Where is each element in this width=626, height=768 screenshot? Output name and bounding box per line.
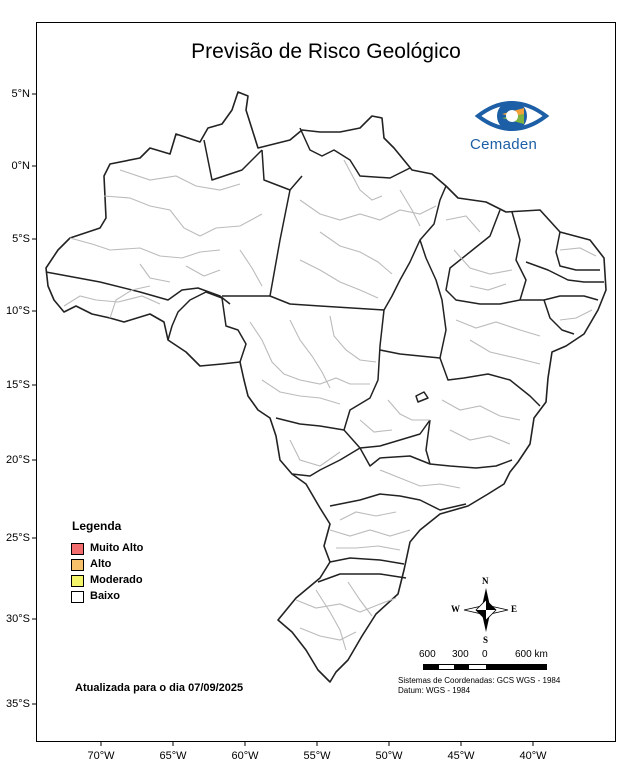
legend-label: Alto bbox=[90, 558, 112, 570]
cemaden-logo-icon bbox=[474, 101, 550, 131]
map-title: Previsão de Risco Geológico bbox=[191, 40, 461, 63]
lon-label-65w: 65°W bbox=[159, 750, 187, 762]
lon-label-60w: 60°W bbox=[231, 750, 259, 762]
coordinate-system-text: Sistemas de Coordenadas: GCS WGS - 1984 bbox=[398, 676, 561, 685]
compass-west: W bbox=[451, 604, 460, 614]
scale-label-0: 0 bbox=[482, 649, 488, 660]
lon-label-50w: 50°W bbox=[375, 750, 403, 762]
legend-label: Muito Alto bbox=[90, 542, 144, 554]
cemaden-logo-text: Cemaden bbox=[470, 136, 538, 153]
lon-label-40w: 40°W bbox=[519, 750, 547, 762]
lat-label-5n: 5°N bbox=[11, 88, 30, 100]
lat-label-20s: 20°S bbox=[6, 454, 30, 466]
lat-label-30s: 30°S bbox=[6, 613, 30, 625]
legend-label: Baixo bbox=[90, 590, 120, 602]
updated-date-text: Atualizada para o dia 07/09/2025 bbox=[75, 682, 244, 694]
compass-east: E bbox=[511, 604, 518, 614]
lat-label-5s: 5°S bbox=[12, 233, 30, 245]
compass-south: S bbox=[483, 635, 489, 645]
compass-rose bbox=[463, 588, 509, 632]
legend-swatch-baixo bbox=[71, 591, 84, 603]
state-borders bbox=[45, 127, 604, 583]
legend-swatch-alto bbox=[71, 559, 84, 571]
legend-swatch-moderado bbox=[71, 575, 84, 587]
lat-label-25s: 25°S bbox=[6, 532, 30, 544]
scale-bar bbox=[423, 664, 547, 670]
compass-north: N bbox=[482, 576, 489, 586]
lon-label-45w: 45°W bbox=[447, 750, 475, 762]
scale-label-300: 300 bbox=[452, 649, 469, 660]
lon-label-55w: 55°W bbox=[303, 750, 331, 762]
scale-label-600-km: 600 km bbox=[515, 649, 548, 660]
scale-label-600-left: 600 bbox=[419, 649, 436, 660]
lat-label-35s: 35°S bbox=[6, 698, 30, 710]
lon-label-70w: 70°W bbox=[87, 750, 115, 762]
region-borders bbox=[63, 159, 597, 651]
lat-label-15s: 15°S bbox=[6, 379, 30, 391]
legend-title: Legenda bbox=[72, 519, 122, 533]
lat-label-10s: 10°S bbox=[6, 305, 30, 317]
legend-label: Moderado bbox=[90, 574, 143, 586]
datum-text: Datum: WGS - 1984 bbox=[398, 686, 471, 695]
legend-swatch-muito-alto bbox=[71, 543, 84, 555]
lat-label-0n: 0°N bbox=[11, 160, 30, 172]
latitude-ticks bbox=[32, 93, 36, 705]
brazil-outline bbox=[45, 91, 607, 683]
longitude-ticks bbox=[100, 742, 534, 746]
